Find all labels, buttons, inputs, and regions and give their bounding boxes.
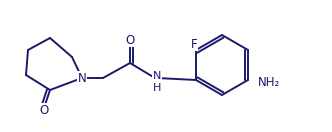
Text: N: N [78, 72, 86, 84]
Text: F: F [191, 37, 197, 51]
Text: NH₂: NH₂ [258, 76, 280, 88]
Text: O: O [125, 34, 134, 46]
Text: N
H: N H [153, 71, 161, 93]
Text: O: O [40, 103, 48, 117]
